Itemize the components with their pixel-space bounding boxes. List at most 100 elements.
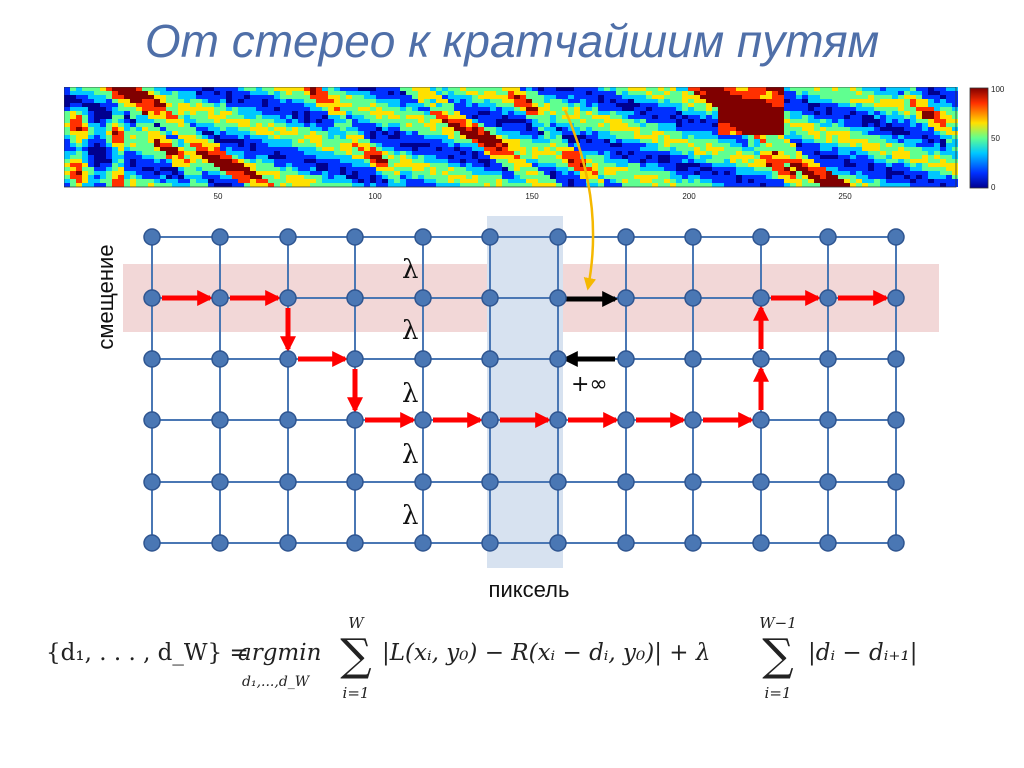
highlight-pixel-column	[487, 216, 563, 568]
y-axis-label: смещение	[93, 244, 118, 349]
grid-node	[346, 473, 364, 491]
heatmap-x-tick: 50	[214, 192, 223, 201]
colorbar-tick: 0	[991, 183, 996, 192]
pointer-arrow	[563, 109, 597, 291]
grid-node	[887, 289, 905, 307]
grid-node	[887, 411, 905, 429]
grid-node	[143, 228, 161, 246]
grid-node	[549, 228, 567, 246]
grid-node	[684, 289, 702, 307]
grid-node	[617, 228, 635, 246]
grid-node	[481, 473, 499, 491]
grid-node	[684, 534, 702, 552]
grid-node	[143, 350, 161, 368]
infinity-label: +∞	[571, 372, 608, 397]
grid-node	[819, 473, 837, 491]
grid-node	[279, 473, 297, 491]
lambda-label: λ	[402, 316, 418, 346]
grid-node	[414, 228, 432, 246]
x-axis-label: пиксель	[489, 577, 570, 602]
formula-sum2-sign: ∑	[762, 630, 793, 681]
formula-sum1-top: W	[348, 614, 365, 632]
grid-node	[887, 350, 905, 368]
heatmap-cells	[64, 87, 958, 187]
colorbar-tick: 50	[991, 134, 1000, 143]
grid-node	[819, 411, 837, 429]
grid-node	[346, 289, 364, 307]
grid-nodes	[143, 228, 905, 552]
formula-sum2-top: W−1	[759, 614, 797, 632]
formula-sum1-sign: ∑	[340, 630, 371, 681]
grid-node	[549, 411, 567, 429]
grid-node	[549, 289, 567, 307]
heatmap-x-tick: 100	[368, 192, 382, 201]
grid-node	[752, 350, 770, 368]
grid-node	[819, 289, 837, 307]
grid-node	[617, 411, 635, 429]
grid-node	[481, 350, 499, 368]
lambda-label: λ	[402, 255, 418, 285]
grid-node	[481, 411, 499, 429]
grid-node	[211, 473, 229, 491]
grid-node	[414, 473, 432, 491]
grid-node	[346, 411, 364, 429]
formula-term1: |L(xᵢ, y₀) − R(xᵢ − dᵢ, y₀)| + λ	[382, 640, 710, 666]
heatmap-x-tick: 150	[525, 192, 539, 201]
grid-node	[617, 350, 635, 368]
grid-node	[549, 350, 567, 368]
grid-node	[414, 289, 432, 307]
grid-node	[143, 473, 161, 491]
grid-node	[819, 534, 837, 552]
grid-node	[617, 534, 635, 552]
slide-title: От стерео к кратчайшим путям	[144, 15, 880, 67]
lambda-label: λ	[402, 501, 418, 531]
colorbar: 100 50 0	[969, 86, 1005, 192]
grid-node	[887, 473, 905, 491]
grid-node	[887, 534, 905, 552]
grid-node	[143, 534, 161, 552]
formula-argmin-sub: d₁,...,d_W	[242, 674, 311, 690]
formula-sum1-bottom: i=1	[343, 684, 370, 702]
grid-node	[143, 411, 161, 429]
grid-node	[414, 350, 432, 368]
grid-node	[684, 473, 702, 491]
colorbar-tick: 100	[991, 86, 1005, 94]
cost-heatmap: 10 20 30 50 100 150 200 250	[64, 87, 958, 201]
heatmap-x-tick: 200	[682, 192, 696, 201]
grid-node	[279, 350, 297, 368]
lambda-label: λ	[402, 440, 418, 470]
disparity-grid-diagram: λ λ λ λ λ +∞ смещение пиксель	[93, 109, 939, 602]
grid-node	[481, 289, 499, 307]
heatmap-x-tick: 250	[838, 192, 852, 201]
grid-node	[481, 534, 499, 552]
grid-node	[279, 289, 297, 307]
grid-node	[617, 289, 635, 307]
grid-node	[143, 289, 161, 307]
grid-node	[684, 350, 702, 368]
grid-node	[414, 411, 432, 429]
formula-term2: |dᵢ − dᵢ₊₁|	[808, 640, 917, 666]
grid-node	[346, 534, 364, 552]
shortest-path	[162, 289, 890, 429]
formula-sum2-bottom: i=1	[765, 684, 792, 702]
grid-node	[752, 411, 770, 429]
grid-node	[211, 289, 229, 307]
formula-lhs: {d₁, . . . , d_W} =	[46, 640, 249, 666]
grid-node	[549, 534, 567, 552]
grid-node	[752, 534, 770, 552]
grid-node	[819, 228, 837, 246]
grid-node	[279, 411, 297, 429]
grid-node	[346, 228, 364, 246]
grid-node	[752, 289, 770, 307]
grid-node	[211, 350, 229, 368]
grid-node	[617, 473, 635, 491]
grid-node	[346, 350, 364, 368]
grid-node	[752, 473, 770, 491]
grid-node	[819, 350, 837, 368]
grid-node	[211, 411, 229, 429]
grid-node	[414, 534, 432, 552]
grid-node	[211, 228, 229, 246]
grid-node	[211, 534, 229, 552]
grid-node	[481, 228, 499, 246]
heatmap-x-ticks: 50 100 150 200 250	[214, 192, 853, 201]
